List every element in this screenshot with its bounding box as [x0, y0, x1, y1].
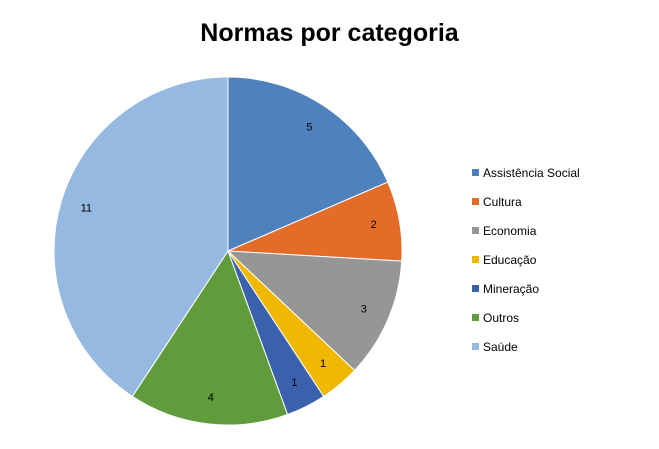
legend-item: Saúde	[472, 332, 652, 361]
legend-label: Saúde	[483, 339, 518, 354]
legend-swatch	[472, 285, 479, 292]
legend-item: Mineração	[472, 274, 652, 303]
legend-item: Assistência Social	[472, 158, 652, 187]
legend-item: Economia	[472, 216, 652, 245]
data-label-6: 4	[208, 392, 214, 404]
legend-swatch	[472, 256, 479, 263]
pie-slice-3	[226, 250, 403, 372]
legend-swatch	[472, 343, 479, 350]
pie-slice-6	[131, 249, 289, 426]
legend-label: Cultura	[483, 194, 522, 209]
data-label-7: 11	[81, 203, 92, 215]
data-label-2: 2	[371, 219, 377, 231]
pie-slice-1	[227, 76, 389, 252]
legend-label: Educação	[483, 252, 537, 267]
legend-item: Educação	[472, 245, 652, 274]
legend-label: Outros	[483, 310, 520, 325]
pie-slice-7	[53, 76, 229, 398]
legend: Assistência Social Cultura Economia Educaçã…	[472, 158, 652, 361]
legend-swatch	[472, 169, 479, 176]
legend-label: Mineração	[483, 281, 540, 296]
legend-item: Cultura	[472, 187, 652, 216]
legend-swatch	[472, 314, 479, 321]
data-label-5: 1	[291, 377, 297, 389]
data-label-1: 5	[306, 121, 312, 133]
data-label-4: 1	[320, 358, 326, 370]
chart-title: Normas por categoria	[200, 19, 459, 47]
legend-swatch	[472, 198, 479, 205]
legend-item: Outros	[472, 303, 652, 332]
legend-label: Assistência Social	[483, 165, 580, 180]
data-label-3: 3	[361, 304, 367, 316]
legend-label: Economia	[483, 223, 537, 238]
legend-swatch	[472, 227, 479, 234]
